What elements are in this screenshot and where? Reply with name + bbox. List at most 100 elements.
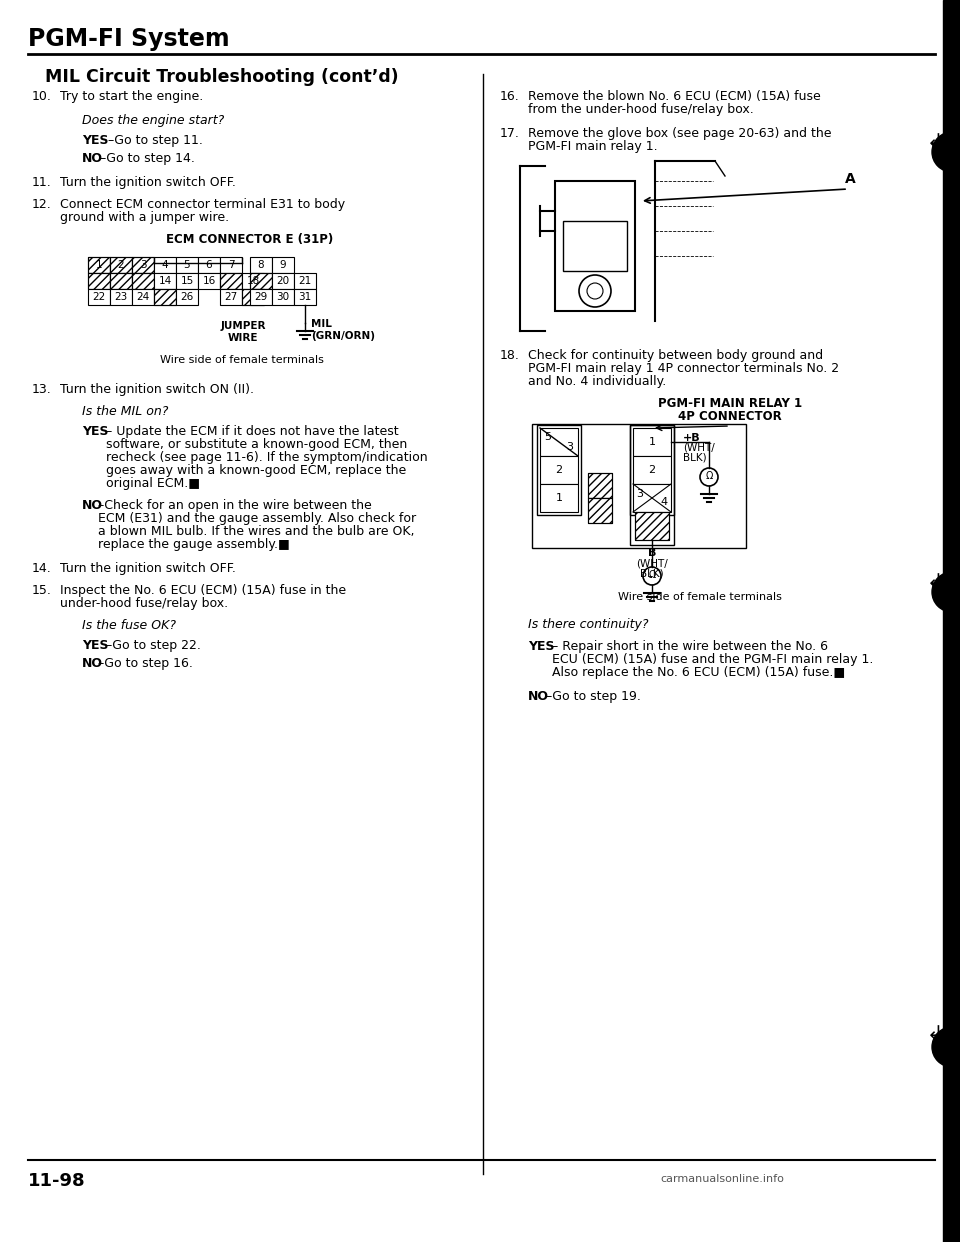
- Text: 2: 2: [118, 260, 124, 270]
- Text: –Go to step 14.: –Go to step 14.: [100, 152, 195, 165]
- Text: 1: 1: [96, 260, 103, 270]
- Text: replace the gauge assembly.■: replace the gauge assembly.■: [98, 538, 290, 551]
- Text: PGM-FI main relay 1 4P connector terminals No. 2: PGM-FI main relay 1 4P connector termina…: [528, 361, 839, 375]
- Bar: [532, 424, 746, 548]
- Text: 11.: 11.: [32, 176, 52, 189]
- Text: 15: 15: [180, 276, 194, 286]
- Text: JUMPER
WIRE: JUMPER WIRE: [220, 320, 266, 343]
- Bar: [220, 289, 242, 306]
- Text: A: A: [845, 171, 855, 186]
- Bar: [250, 289, 272, 306]
- Text: NO: NO: [528, 691, 549, 703]
- Text: Also replace the No. 6 ECU (ECM) (15A) fuse.■: Also replace the No. 6 ECU (ECM) (15A) f…: [552, 666, 845, 679]
- Bar: [294, 273, 316, 289]
- Text: 11-98: 11-98: [28, 1172, 85, 1190]
- Text: Check for continuity between body ground and: Check for continuity between body ground…: [528, 349, 823, 361]
- Bar: [176, 289, 198, 306]
- Text: YES: YES: [82, 638, 108, 652]
- Text: 14: 14: [158, 276, 172, 286]
- Text: 29: 29: [254, 292, 268, 302]
- Circle shape: [932, 1027, 960, 1067]
- Bar: [132, 257, 154, 273]
- Text: 31: 31: [299, 292, 312, 302]
- Bar: [540, 456, 578, 484]
- Text: NO: NO: [82, 499, 103, 512]
- Bar: [220, 273, 242, 289]
- Bar: [154, 273, 176, 289]
- Text: Ω: Ω: [706, 471, 712, 481]
- Text: 18: 18: [247, 276, 259, 286]
- Bar: [272, 289, 294, 306]
- Text: 27: 27: [225, 292, 238, 302]
- Bar: [242, 289, 264, 306]
- Text: ground with a jumper wire.: ground with a jumper wire.: [60, 211, 229, 224]
- Bar: [88, 273, 110, 289]
- Text: goes away with a known-good ECM, replace the: goes away with a known-good ECM, replace…: [106, 465, 406, 477]
- Text: Turn the ignition switch OFF.: Turn the ignition switch OFF.: [60, 561, 236, 575]
- Text: 9: 9: [279, 260, 286, 270]
- Text: 30: 30: [276, 292, 290, 302]
- Text: 10.: 10.: [32, 89, 52, 103]
- Text: – Repair short in the wire between the No. 6: – Repair short in the wire between the N…: [552, 640, 828, 653]
- Text: 16: 16: [203, 276, 216, 286]
- Text: 6: 6: [205, 260, 212, 270]
- Text: –Go to step 16.: –Go to step 16.: [98, 657, 193, 669]
- Bar: [132, 289, 154, 306]
- Text: ECU (ECM) (15A) fuse and the PGM-FI main relay 1.: ECU (ECM) (15A) fuse and the PGM-FI main…: [552, 653, 874, 666]
- Text: (WHT/: (WHT/: [683, 443, 715, 453]
- Bar: [132, 273, 154, 289]
- Bar: [132, 273, 154, 289]
- Text: 2: 2: [648, 465, 656, 474]
- Bar: [250, 273, 272, 289]
- Bar: [272, 257, 294, 273]
- Text: (WHT/: (WHT/: [636, 559, 668, 569]
- Bar: [630, 425, 674, 545]
- Bar: [88, 273, 110, 289]
- Text: 22: 22: [92, 292, 106, 302]
- Text: 4P CONNECTOR: 4P CONNECTOR: [678, 410, 781, 424]
- Text: YES: YES: [82, 134, 108, 147]
- Text: MIL Circuit Troubleshooting (cont’d): MIL Circuit Troubleshooting (cont’d): [45, 68, 398, 86]
- Circle shape: [932, 573, 960, 612]
- Text: ↲: ↲: [926, 573, 943, 591]
- Bar: [555, 181, 635, 310]
- Bar: [176, 257, 198, 273]
- Text: 7: 7: [228, 260, 234, 270]
- Text: Wire side of female terminals: Wire side of female terminals: [618, 592, 782, 602]
- Bar: [242, 273, 264, 289]
- Bar: [633, 484, 671, 512]
- Bar: [242, 289, 264, 306]
- Bar: [88, 289, 110, 306]
- Text: 2: 2: [556, 465, 563, 474]
- Bar: [88, 257, 110, 273]
- Bar: [633, 428, 671, 456]
- Bar: [537, 425, 581, 515]
- Text: –Check for an open in the wire between the: –Check for an open in the wire between t…: [98, 499, 372, 512]
- Text: 8: 8: [257, 260, 264, 270]
- Text: 4: 4: [660, 497, 667, 507]
- Circle shape: [932, 132, 960, 171]
- Text: under-hood fuse/relay box.: under-hood fuse/relay box.: [60, 597, 228, 610]
- Text: from the under-hood fuse/relay box.: from the under-hood fuse/relay box.: [528, 103, 754, 116]
- Bar: [633, 456, 671, 484]
- Bar: [250, 273, 272, 289]
- Text: software, or substitute a known-good ECM, then: software, or substitute a known-good ECM…: [106, 438, 407, 451]
- Bar: [88, 257, 110, 273]
- Text: 20: 20: [276, 276, 290, 286]
- Text: 3: 3: [636, 489, 643, 499]
- Text: 15.: 15.: [32, 584, 52, 597]
- Text: 26: 26: [180, 292, 194, 302]
- Text: PGM-FI MAIN RELAY 1: PGM-FI MAIN RELAY 1: [658, 397, 802, 410]
- Text: NO: NO: [82, 657, 103, 669]
- Bar: [588, 473, 612, 498]
- Text: BLK): BLK): [640, 569, 663, 579]
- Bar: [154, 289, 176, 306]
- Text: +B: +B: [683, 433, 701, 443]
- Text: MIL
(GRN/ORN): MIL (GRN/ORN): [311, 319, 375, 340]
- Bar: [110, 257, 132, 273]
- Text: Wire side of female terminals: Wire side of female terminals: [160, 355, 324, 365]
- Bar: [110, 273, 132, 289]
- Bar: [563, 221, 627, 271]
- Text: 17.: 17.: [500, 127, 520, 140]
- Text: YES: YES: [82, 425, 108, 438]
